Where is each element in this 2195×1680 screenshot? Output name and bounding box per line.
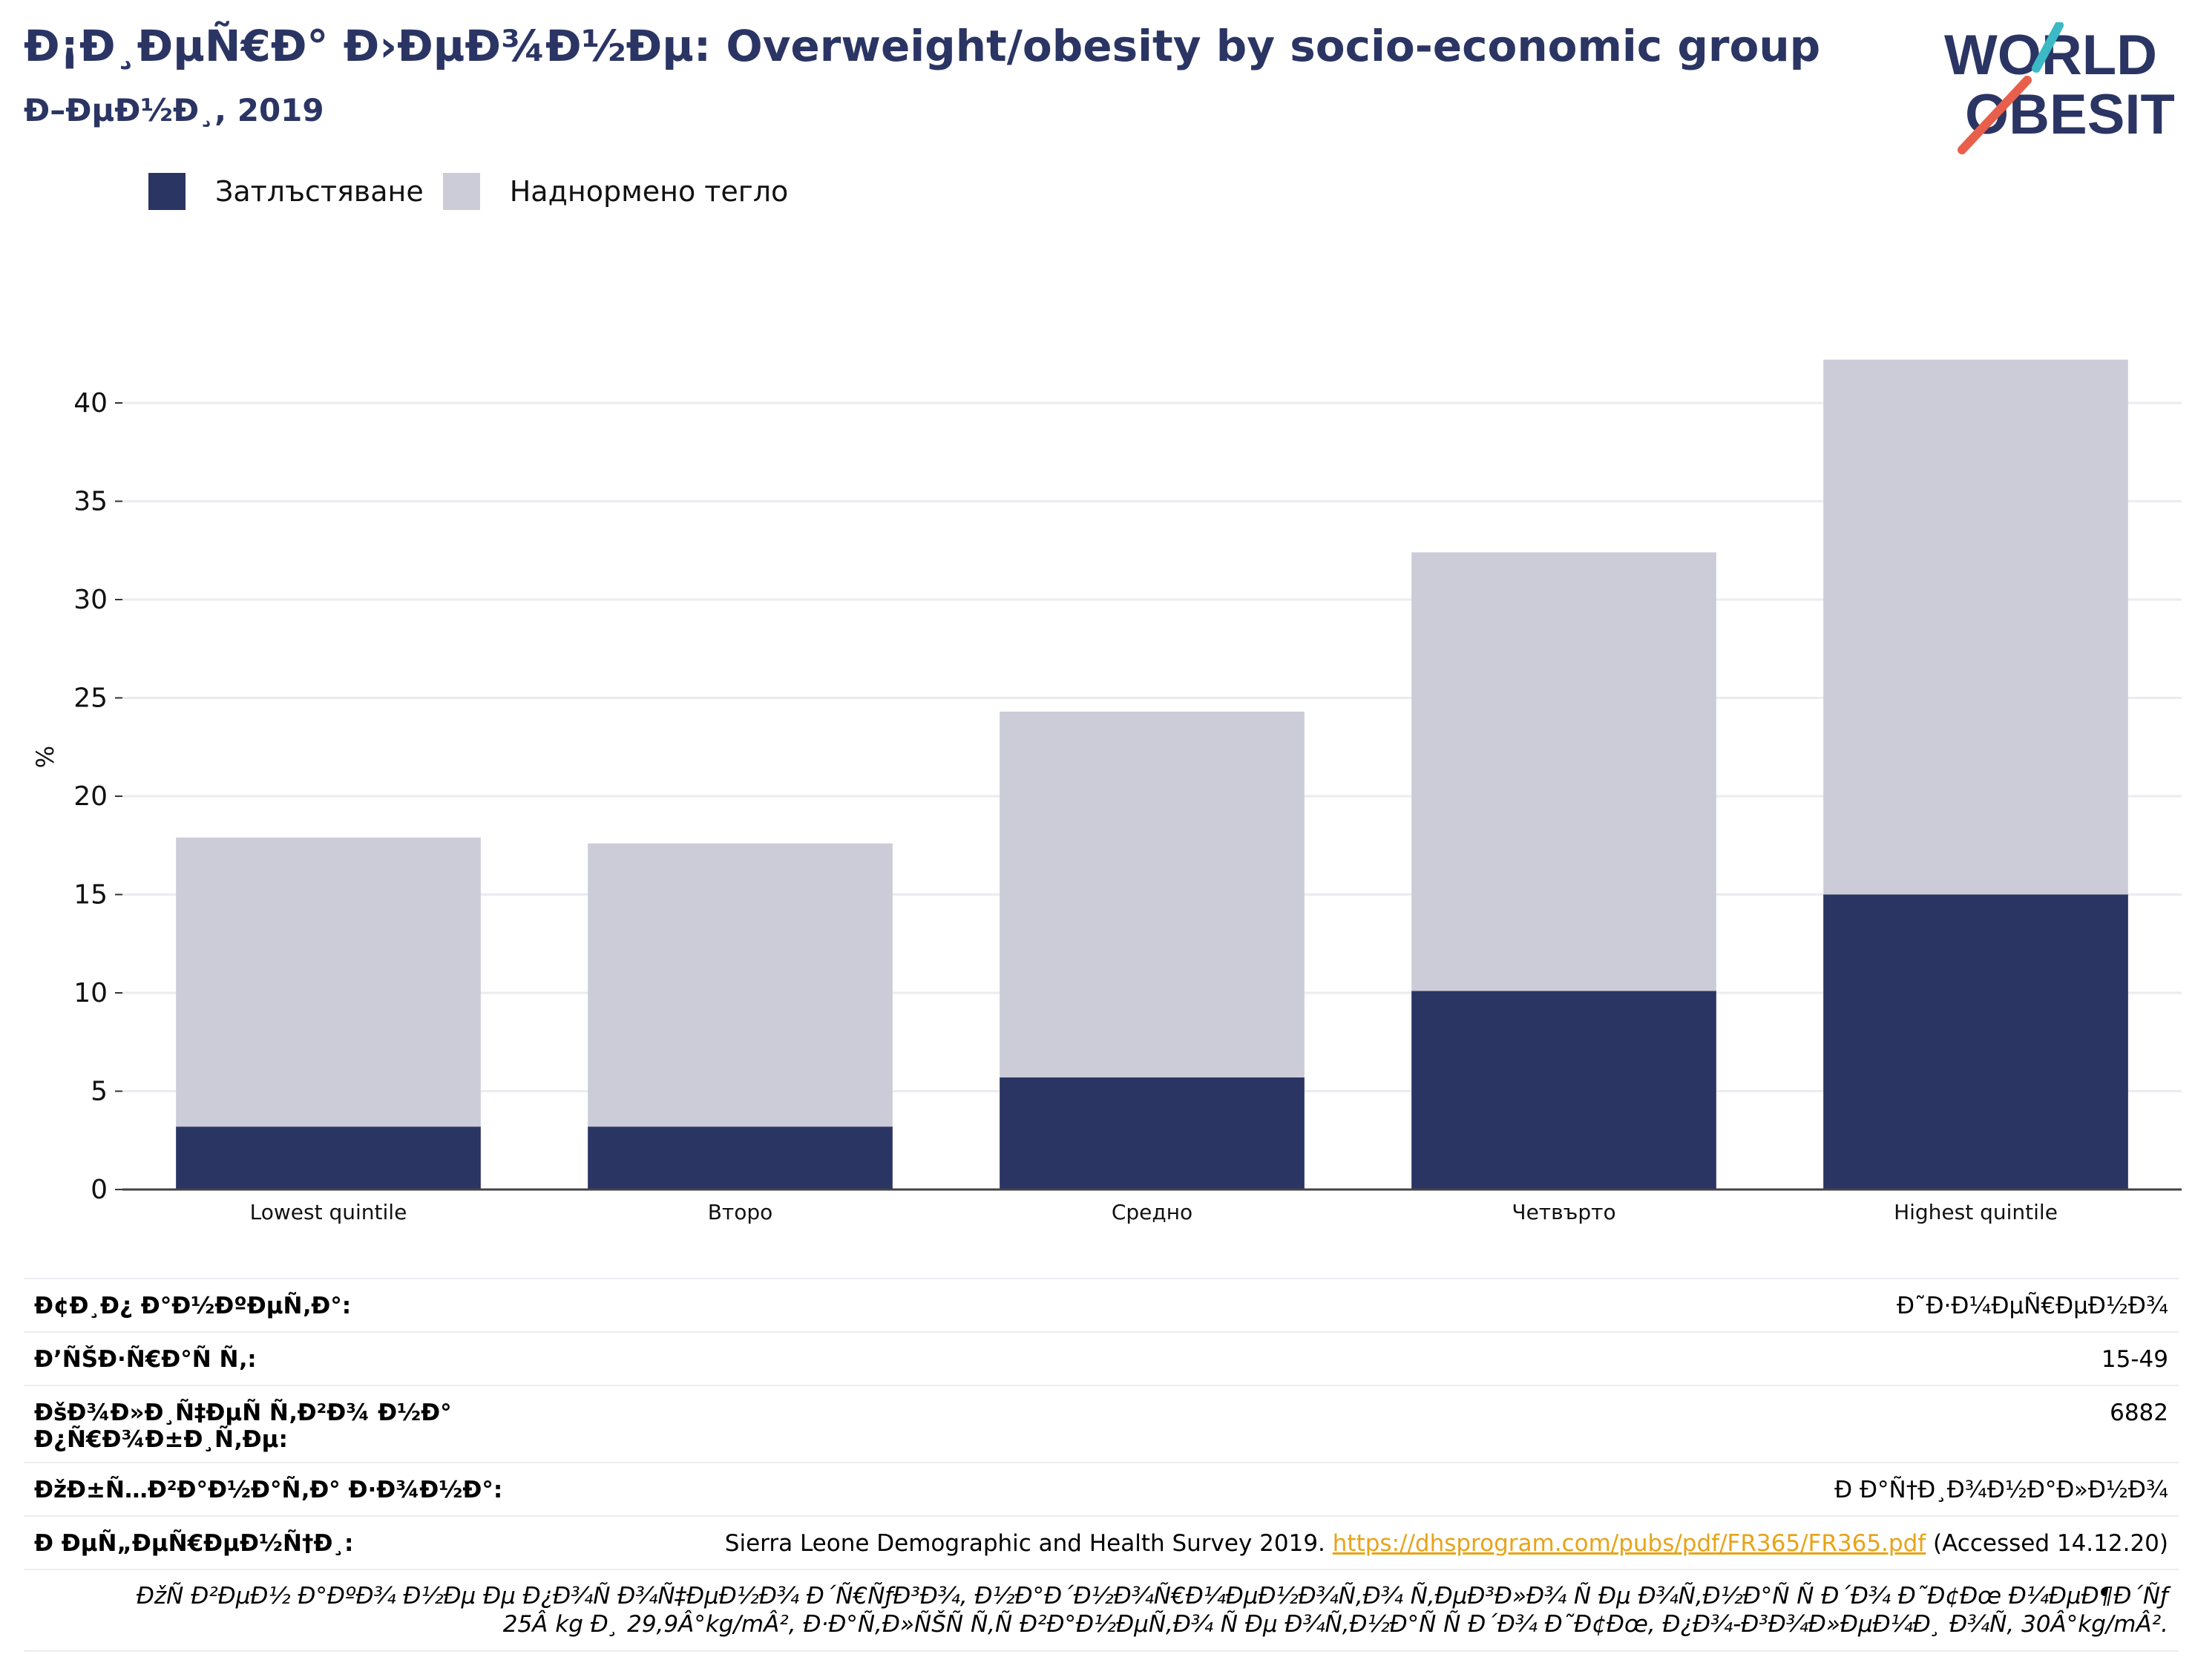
survey-info-table: Ð¢Ð¸Ð¿ Ð°Ð½ÐºÐµÑ‚Ð°: Ð˜Ð·Ð¼ÐµÑ€ÐµÐ½Ð¾ Ð’… <box>24 1278 2179 1652</box>
legend-item-overweight[interactable]: Наднормено тегло <box>442 173 789 210</box>
bar-overweight[interactable] <box>588 843 893 1127</box>
logo-line2: OBESITY <box>1965 83 2174 146</box>
info-key-age: Ð’ÑŠÐ·Ñ€Ð°Ñ Ñ‚: <box>34 1346 257 1373</box>
x-tick-label: Highest quintile <box>1894 1200 2058 1224</box>
y-tick-label: 35 <box>73 487 108 517</box>
y-tick-label: 20 <box>73 781 108 812</box>
legend-swatch-obesity <box>148 173 186 210</box>
y-tick-label: 40 <box>73 388 108 419</box>
info-row-area-covered: ÐžÐ±Ñ…Ð²Ð°Ð½Ð°Ñ‚Ð° Ð·Ð¾Ð½Ð°: Ð Ð°Ñ†Ð¸Ð¾Ð… <box>24 1462 2179 1515</box>
page-subtitle: Ð–ÐµÐ½Ð¸, 2019 <box>24 92 324 128</box>
info-key-references: Ð ÐµÑ„ÐµÑ€ÐµÐ½Ñ†Ð¸: <box>34 1530 354 1557</box>
x-tick-label: Четвърто <box>1512 1200 1615 1224</box>
x-tick-label: Lowest quintile <box>250 1200 407 1224</box>
definition-note: ÐžÑ Ð²ÐµÐ½ Ð°ÐºÐ¾ Ð½Ðµ Ðµ Ð¿Ð¾Ñ Ð¾Ñ‡ÐµÐ½… <box>24 1569 2179 1652</box>
reference-link[interactable]: https://dhsprogram.com/pubs/pdf/FR365/FR… <box>1332 1530 1926 1557</box>
bar-obesity[interactable] <box>1823 894 2128 1190</box>
info-value-area-covered: Ð Ð°Ñ†Ð¸Ð¾Ð½Ð°Ð»Ð½Ð¾ <box>1834 1477 2168 1503</box>
bar-overweight[interactable] <box>1000 712 1305 1077</box>
bars <box>176 359 2128 1190</box>
legend-label-overweight: Наднормено тегло <box>509 175 789 208</box>
info-row-survey-type: Ð¢Ð¸Ð¿ Ð°Ð½ÐºÐµÑ‚Ð°: Ð˜Ð·Ð¼ÐµÑ€ÐµÐ½Ð¾ <box>24 1278 2179 1331</box>
bar-overweight[interactable] <box>1823 359 2128 895</box>
info-row-sample-size: ÐšÐ¾Ð»Ð¸Ñ‡ÐµÑ Ñ‚Ð²Ð¾ Ð½Ð° Ð¿Ñ€Ð¾Ð±Ð¸Ñ‚Ðµ… <box>24 1385 2179 1462</box>
y-axis-label: % <box>31 746 59 768</box>
legend-swatch-overweight <box>442 173 480 210</box>
chart-legend: Затлъстяване Наднормено тегло <box>148 169 801 214</box>
x-tick-label: Средно <box>1112 1200 1192 1224</box>
definition-note-line1: ÐžÑ Ð²ÐµÐ½ Ð°ÐºÐ¾ Ð½Ðµ Ðµ Ð¿Ð¾Ñ Ð¾Ñ‡ÐµÐ½… <box>136 1583 2168 1610</box>
legend-label-obesity: Затлъстяване <box>215 175 424 208</box>
info-key-survey-type: Ð¢Ð¸Ð¿ Ð°Ð½ÐºÐµÑ‚Ð°: <box>34 1293 352 1319</box>
info-value-references: Sierra Leone Demographic and Health Surv… <box>725 1530 2168 1557</box>
stacked-bar-chart: 0 5 10 15 20 25 30 35 40 Lowest quintile Второ Сред… <box>31 359 2182 1224</box>
page-title: Ð¡Ð¸ÐµÑ€Ð° Ð›ÐµÐ¾Ð½Ðµ: Overweight/obesit… <box>24 21 1821 71</box>
y-tick-label: 30 <box>73 585 108 615</box>
reference-accessed: (Accessed 14.12.20) <box>1933 1530 2168 1557</box>
y-tick-label: 5 <box>91 1077 108 1107</box>
legend-item-obesity[interactable]: Затлъстяване <box>148 173 424 210</box>
bar-obesity[interactable] <box>588 1126 893 1190</box>
info-value-sample-size: 6882 <box>2110 1400 2168 1426</box>
reference-text: Sierra Leone Demographic and Health Surv… <box>724 1530 1325 1557</box>
info-value-survey-type: Ð˜Ð·Ð¼ÐµÑ€ÐµÐ½Ð¾ <box>1896 1293 2168 1319</box>
x-tick-label: Второ <box>708 1200 773 1224</box>
bar-obesity[interactable] <box>1000 1077 1305 1190</box>
info-key-area-covered: ÐžÐ±Ñ…Ð²Ð°Ð½Ð°Ñ‚Ð° Ð·Ð¾Ð½Ð°: <box>34 1477 503 1503</box>
bar-overweight[interactable] <box>176 837 481 1127</box>
bar-obesity[interactable] <box>176 1126 481 1190</box>
bar-overweight[interactable] <box>1411 552 1716 991</box>
info-value-age: 15-49 <box>2101 1346 2168 1373</box>
info-row-references: Ð ÐµÑ„ÐµÑ€ÐµÐ½Ñ†Ð¸: Sierra Leone Demogra… <box>24 1515 2179 1569</box>
info-key-sample-size: ÐšÐ¾Ð»Ð¸Ñ‡ÐµÑ Ñ‚Ð²Ð¾ Ð½Ð° Ð¿Ñ€Ð¾Ð±Ð¸Ñ‚Ðµ… <box>34 1400 452 1453</box>
y-tick-label: 15 <box>73 880 108 910</box>
y-tick-label: 0 <box>91 1175 108 1205</box>
world-obesity-logo: WORLD OBESITY <box>1944 21 2195 156</box>
definition-note-line2: 25Â kg Ð¸ 29,9Â°kg/mÂ², Ð·Ð°Ñ‚Ð»ÑŠÑ Ñ‚Ñ … <box>502 1611 2168 1638</box>
bar-obesity[interactable] <box>1411 991 1716 1190</box>
y-tick-label: 25 <box>73 683 108 714</box>
info-row-age: Ð’ÑŠÐ·Ñ€Ð°Ñ Ñ‚: 15-49 <box>24 1331 2179 1385</box>
axes: 0 5 10 15 20 25 30 35 40 Lowest quintile Второ Сред… <box>73 388 2182 1224</box>
y-tick-label: 10 <box>73 978 108 1008</box>
